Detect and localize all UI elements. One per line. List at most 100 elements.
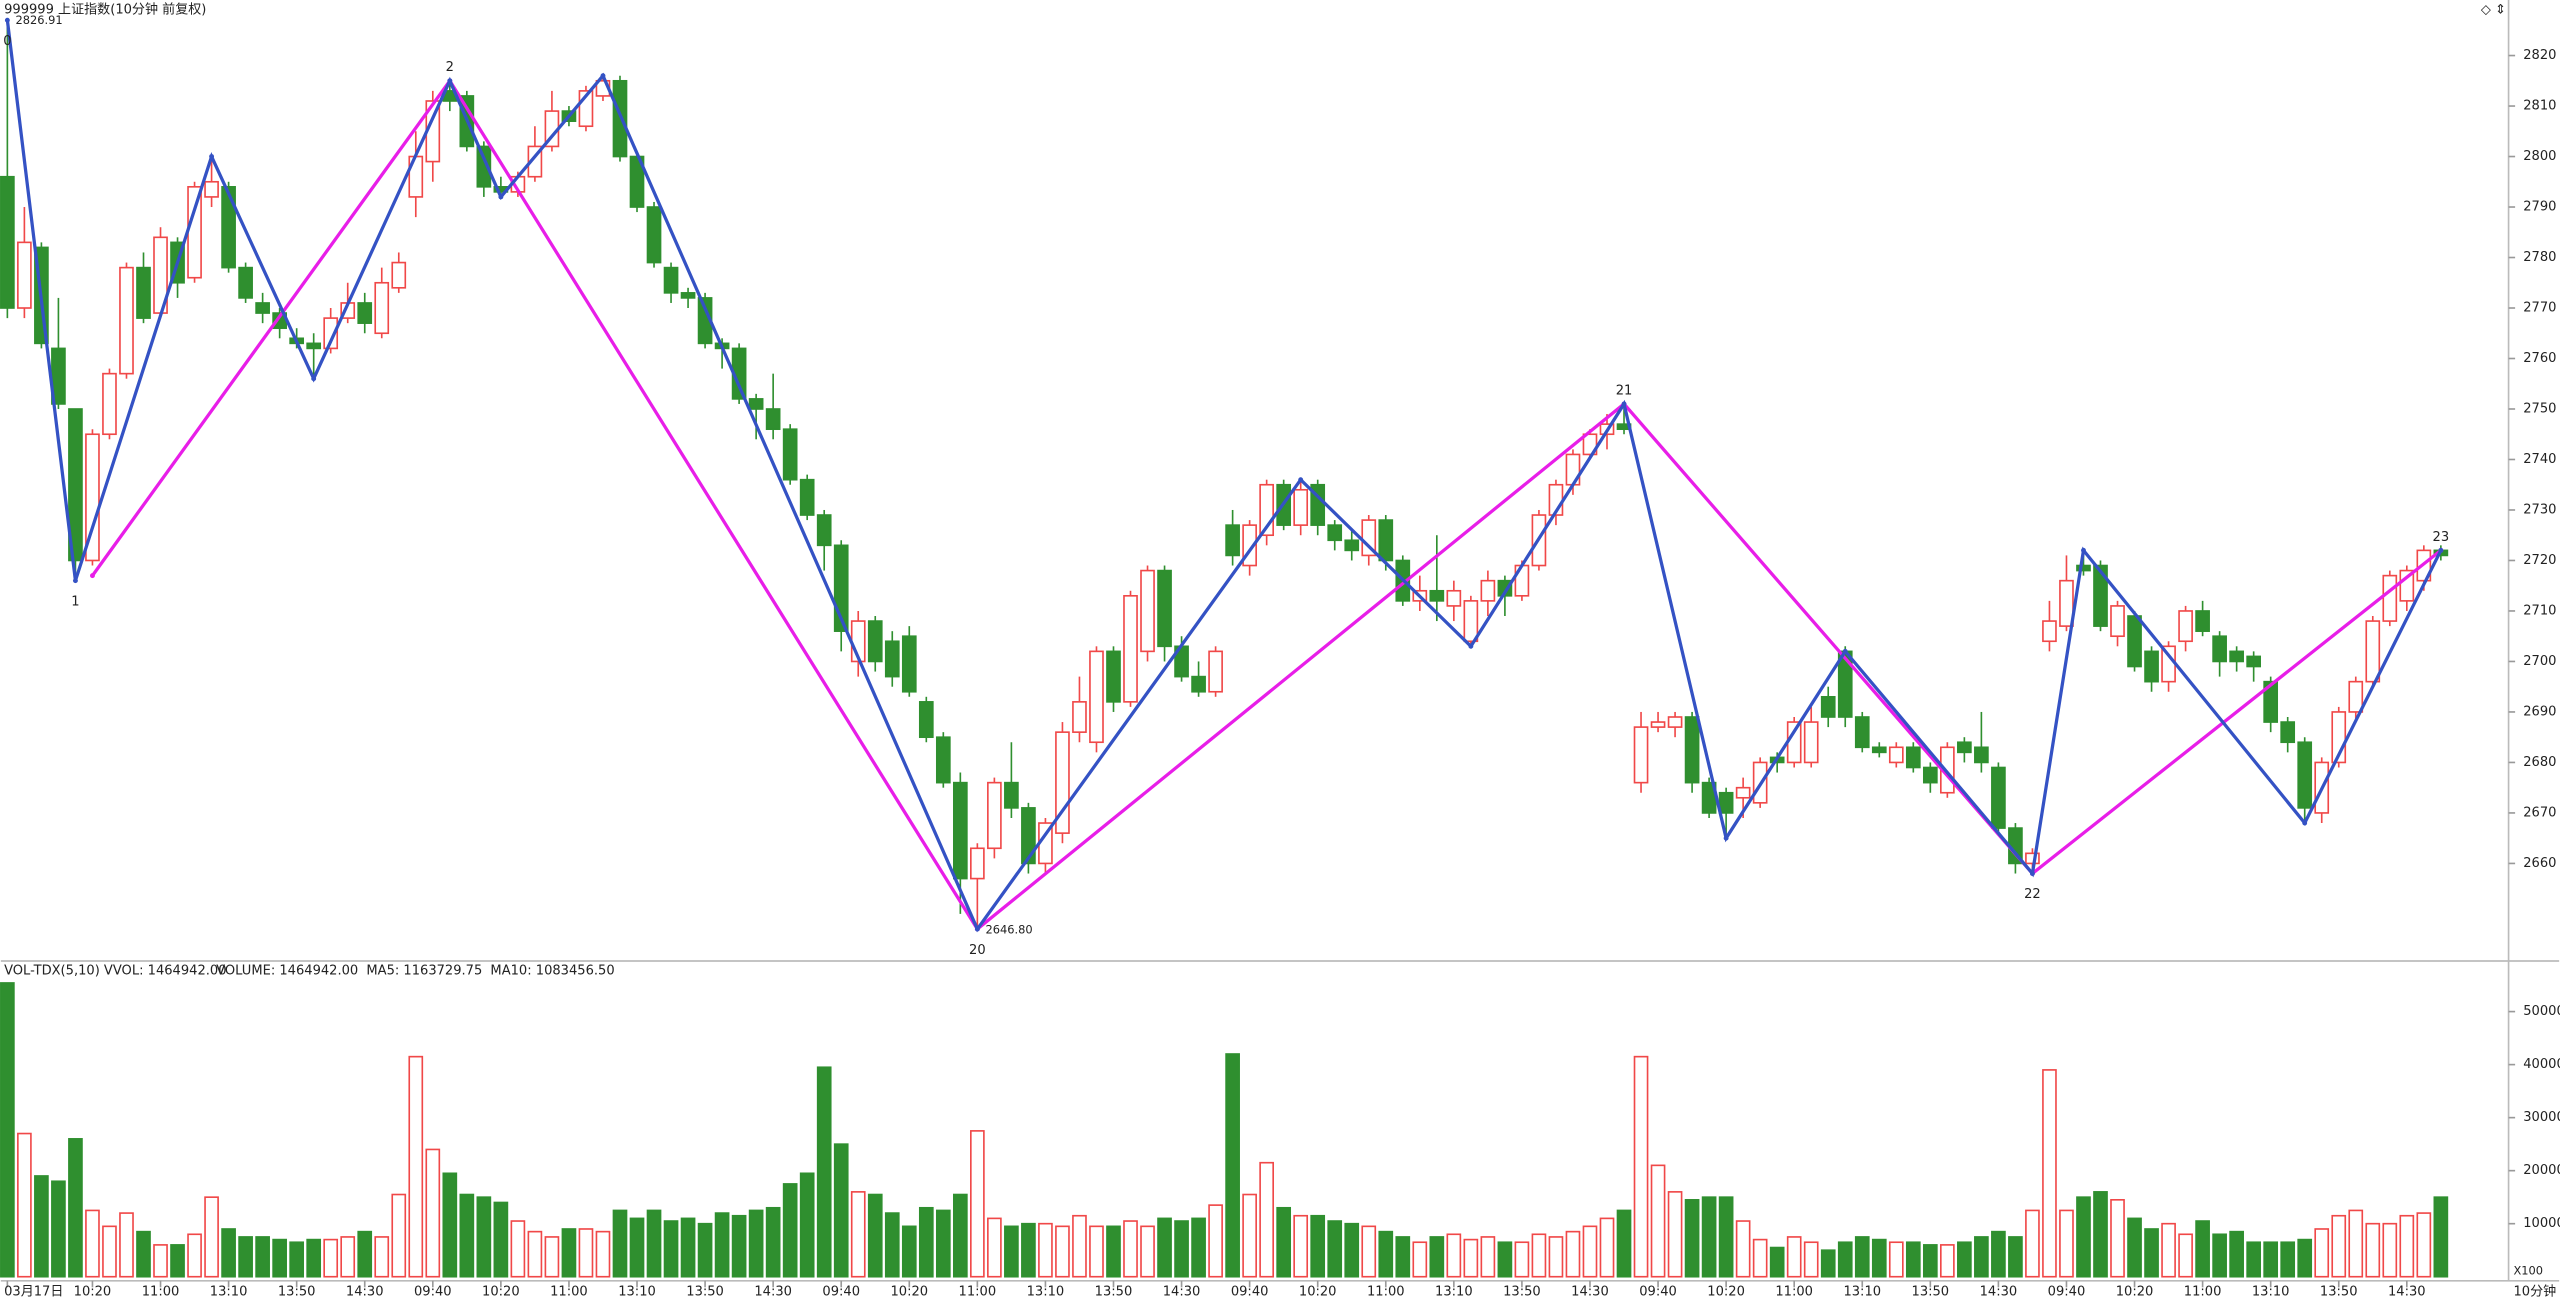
y-tick-label: 2750 [2523, 401, 2556, 416]
candle-body [323, 317, 339, 350]
volume-bar [595, 1230, 611, 1278]
y-tick-label: 20000 [2523, 1163, 2560, 1178]
volume-bar [1242, 1193, 1257, 1278]
volume-bar [1582, 1225, 1598, 1278]
candle-body [2229, 650, 2244, 663]
volume-bar [1922, 1244, 1938, 1278]
y-tick-label: 2680 [2523, 755, 2556, 770]
volume-bar [255, 1236, 270, 1278]
volume-bar [782, 1183, 798, 1278]
volume-bar [2110, 1199, 2125, 1278]
zigzag-vertex [1468, 643, 1474, 649]
y-tick-label: 2820 [2523, 48, 2556, 63]
zigzag-vertex [311, 376, 317, 382]
volume-bar [952, 1193, 968, 1278]
candle-body [1089, 650, 1104, 744]
zigzag-vertex [1298, 477, 1304, 483]
x-tick-label: 10:20 [2116, 1285, 2154, 1300]
y-tick-label: 2670 [2523, 805, 2556, 820]
volume-bar [1684, 1199, 1700, 1278]
volume-bar [425, 1148, 441, 1278]
zigzag-vertex [1621, 401, 1627, 407]
point-label: 0 [3, 34, 11, 49]
volume-bar [1004, 1225, 1019, 1278]
x-tick-label: 14:30 [1163, 1285, 1201, 1300]
volume-bar [1633, 1055, 1649, 1278]
candle-body [935, 736, 951, 784]
zigzag-vertex [2081, 547, 2086, 553]
candle-body [1463, 600, 1479, 643]
x-tick-label: 13:50 [1095, 1285, 1133, 1300]
volume-bar [1837, 1241, 1853, 1278]
candle-body [952, 781, 968, 880]
candle-body [799, 478, 815, 516]
candle-body [2076, 564, 2091, 572]
candle-body [1854, 716, 1870, 749]
candle-body [374, 281, 390, 335]
volume-bar [1072, 1214, 1087, 1278]
candle-body [782, 428, 798, 481]
zigzag-vertex [2302, 820, 2308, 826]
volume-bar [1106, 1225, 1121, 1278]
volume-bar [987, 1217, 1002, 1278]
candle-body [1327, 524, 1343, 542]
volume-bar [272, 1238, 287, 1278]
candle-body [1225, 524, 1240, 557]
candle-body [1871, 746, 1887, 754]
volume-bar [1208, 1204, 1223, 1278]
y-tick-label: 10000 [2523, 1216, 2560, 1231]
candle-body [306, 342, 322, 350]
volume-bar [1854, 1236, 1870, 1278]
volume-bar [306, 1238, 322, 1278]
volume-bar [102, 1225, 117, 1278]
y-tick-label: 2700 [2523, 654, 2556, 669]
volume-bar [136, 1230, 151, 1278]
volume-bar [714, 1212, 730, 1278]
volume-bar [731, 1214, 747, 1278]
volume-bar [2059, 1209, 2074, 1278]
candle-body [0, 175, 15, 309]
volume-bar [2263, 1241, 2279, 1278]
volume-bar [391, 1193, 407, 1278]
volume-bar [663, 1220, 679, 1278]
volume-bar [1735, 1220, 1751, 1278]
volume-bar [2144, 1228, 2159, 1278]
candle-body [2382, 574, 2398, 622]
volume-bar [1974, 1236, 1989, 1278]
y-tick-label: 2780 [2523, 250, 2556, 265]
zigzag-vertex [600, 73, 606, 79]
candle-body [2246, 655, 2262, 668]
point-label: 21 [1616, 383, 1633, 398]
x-tick-label: 09:40 [822, 1285, 860, 1300]
point-label: 22 [2024, 887, 2041, 902]
zigzag-vertex [1842, 648, 1848, 654]
volume-bar [2348, 1209, 2364, 1278]
candle-body [646, 206, 662, 264]
volume-bar [119, 1212, 134, 1278]
volume-bar [1769, 1246, 1785, 1278]
y-tick-label: 2690 [2523, 704, 2556, 719]
zigzag-vertex [498, 194, 504, 200]
volume-bar [1940, 1244, 1955, 1278]
volume-bar [765, 1206, 781, 1278]
volume-bar [1480, 1236, 1496, 1278]
volume-bar [884, 1212, 900, 1278]
volume-bar [1718, 1196, 1734, 1278]
volume-bar [85, 1209, 100, 1278]
volume-header-item: MA10: 1083456.50 [490, 963, 614, 978]
candle-body [1667, 716, 1683, 728]
candle-body [136, 266, 151, 319]
volume-bar [1225, 1053, 1240, 1278]
x-tick-label: 09:40 [1639, 1285, 1677, 1300]
volume-bar [850, 1191, 866, 1278]
settings-icon[interactable]: ◇ ⇕ [2481, 2, 2506, 17]
y-tick-label: 2770 [2523, 301, 2556, 316]
volume-bar [357, 1230, 373, 1278]
x-tick-label: 13:50 [1503, 1285, 1541, 1300]
volume-bar [1259, 1161, 1274, 1278]
candle-body [1650, 721, 1666, 728]
candle-body [1905, 746, 1921, 769]
volume-bar [0, 982, 15, 1278]
volume-bar [1089, 1225, 1104, 1278]
